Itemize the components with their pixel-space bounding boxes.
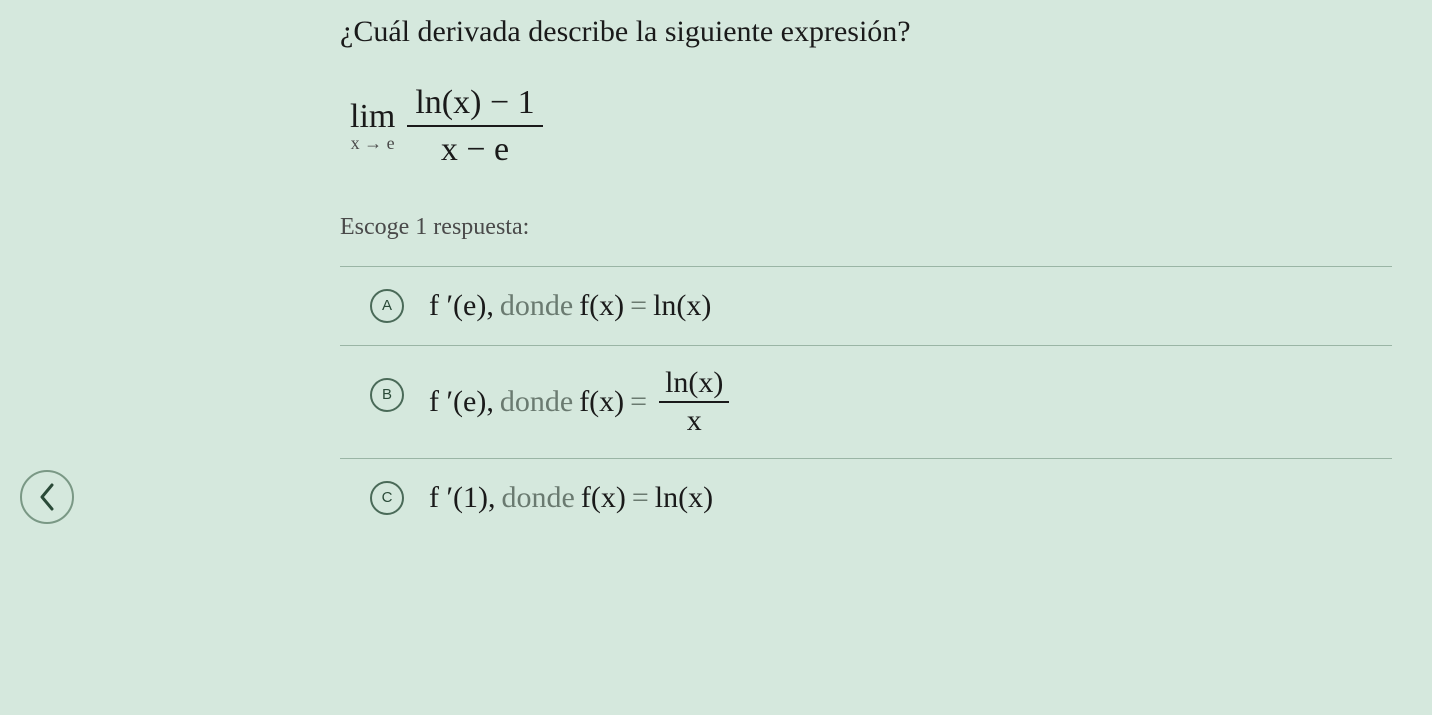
fraction-numerator: ln(x) − 1: [407, 84, 542, 121]
option-a-rhs: ln(x): [653, 289, 711, 323]
option-b-func: f(x): [579, 385, 624, 419]
numerator-right: 1: [518, 84, 535, 121]
option-b-frac-den: x: [681, 406, 708, 436]
option-b-frac-bar: [659, 401, 729, 403]
limit-operator: lim x → e: [350, 102, 395, 151]
numerator-left: ln(x): [415, 84, 481, 121]
limit-expression: lim x → e ln(x) − 1 x − e: [350, 84, 1392, 169]
option-letter-c: C: [370, 481, 404, 515]
option-c-eq: =: [632, 481, 649, 515]
answer-option-a[interactable]: A f ′(e), donde f(x) = ln(x): [340, 267, 1392, 346]
limit-fraction: ln(x) − 1 x − e: [407, 84, 542, 169]
limit-label: lim: [350, 102, 395, 133]
answer-option-c[interactable]: C f ′(1), donde f(x) = ln(x): [340, 459, 1392, 537]
option-a-eq: =: [630, 289, 647, 323]
option-b-fraction: ln(x) x: [659, 368, 729, 436]
limit-subscript: x → e: [351, 135, 395, 151]
answer-list: A f ′(e), donde f(x) = ln(x) B f ′(e), d…: [340, 266, 1392, 537]
option-c-rhs: ln(x): [655, 481, 713, 515]
option-b-eq: =: [630, 385, 647, 419]
previous-button[interactable]: [20, 470, 74, 524]
option-b-word: donde: [500, 385, 573, 419]
option-b-prefix: f ′(e),: [429, 385, 494, 419]
denominator-left: x: [441, 131, 458, 168]
answer-option-b[interactable]: B f ′(e), donde f(x) = ln(x) x: [340, 346, 1392, 459]
question-title: ¿Cuál derivada describe la siguiente exp…: [340, 15, 1392, 49]
option-text-a: f ′(e), donde f(x) = ln(x): [429, 289, 711, 323]
option-text-c: f ′(1), donde f(x) = ln(x): [429, 481, 713, 515]
option-c-func: f(x): [581, 481, 626, 515]
fraction-bar: [407, 125, 542, 127]
denominator-op: −: [466, 131, 485, 168]
option-b-frac-num: ln(x): [659, 368, 729, 398]
denominator-right: e: [494, 131, 509, 168]
chevron-left-icon: [38, 483, 56, 511]
instruction-text: Escoge 1 respuesta:: [340, 214, 1392, 241]
option-letter-a: A: [370, 289, 404, 323]
option-a-word: donde: [500, 289, 573, 323]
option-a-func: f(x): [579, 289, 624, 323]
option-c-prefix: f ′(1),: [429, 481, 496, 515]
option-letter-b: B: [370, 378, 404, 412]
option-text-b: f ′(e), donde f(x) = ln(x) x: [429, 368, 729, 436]
numerator-op: −: [490, 84, 509, 121]
question-content: ¿Cuál derivada describe la siguiente exp…: [340, 15, 1392, 537]
option-c-word: donde: [502, 481, 575, 515]
option-a-prefix: f ′(e),: [429, 289, 494, 323]
fraction-denominator: x − e: [433, 131, 517, 168]
